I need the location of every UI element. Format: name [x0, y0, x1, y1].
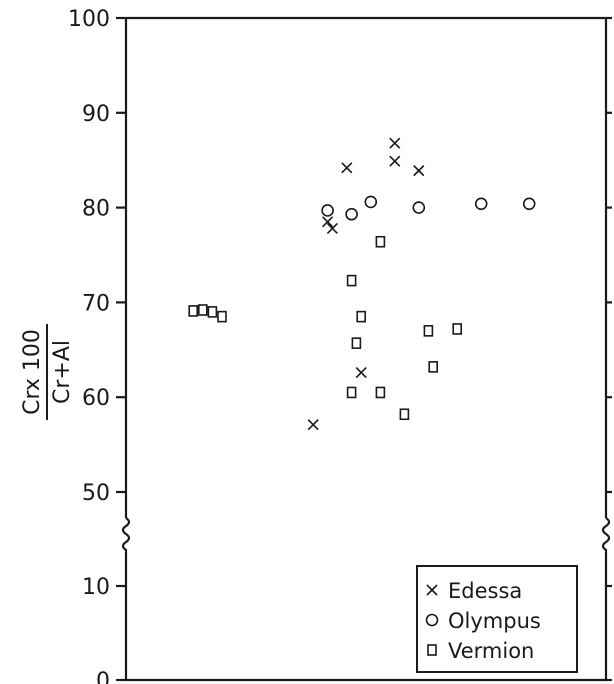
legend-items: Edessa Olympus Vermion [425, 579, 541, 663]
y-tick-label: 10 [82, 575, 110, 600]
y-axis-break-left [121, 517, 131, 552]
data-point-vermion [399, 408, 410, 421]
legend-marker-vermion [427, 644, 437, 656]
y-tick-label: 100 [68, 7, 110, 32]
legend-label-vermion: Vermion [448, 639, 534, 663]
data-point-edessa [307, 419, 319, 431]
y-tick-label: 0 [96, 669, 110, 684]
data-point-vermion [375, 235, 386, 248]
data-point-vermion [356, 310, 367, 323]
data-point-edessa [326, 222, 338, 235]
data-point-vermion [188, 305, 198, 317]
y-axis-label: Crx 100 Cr+Al [20, 324, 75, 420]
data-point-olympus [321, 204, 334, 217]
legend-box [416, 565, 578, 673]
axes [116, 16, 612, 682]
y-tick-label: 90 [82, 102, 110, 127]
data-point-vermion [198, 304, 208, 316]
legend-marker-edessa [426, 584, 438, 596]
legend-label-olympus: Olympus [448, 609, 541, 633]
data-point-vermion [217, 310, 227, 323]
data-point-vermion [428, 361, 439, 373]
data-point-olympus [474, 197, 488, 211]
data-point-vermion [452, 323, 463, 335]
y-axis-label-denominator: Cr+Al [50, 340, 75, 404]
data-points [188, 137, 536, 431]
y-tick-label: 60 [82, 386, 110, 411]
legend-marker-olympus [425, 613, 439, 627]
data-point-edessa [389, 155, 401, 167]
y-tick-labels: 0 10 50 60 70 80 90 100 [68, 7, 110, 684]
data-point-olympus [522, 197, 536, 211]
data-point-olympus [345, 207, 358, 221]
data-point-vermion [346, 274, 357, 287]
data-point-edessa [389, 137, 401, 149]
data-point-vermion [375, 386, 386, 399]
data-point-edessa [322, 216, 334, 228]
y-axis-break-right [601, 517, 611, 552]
data-point-vermion [423, 325, 434, 337]
y-axis-label-numerator: Crx 100 [20, 329, 45, 415]
legend: Edessa Olympus Vermion [416, 565, 578, 673]
legend-label-edessa: Edessa [448, 579, 522, 603]
y-tick-label: 70 [82, 291, 110, 316]
data-point-vermion [351, 337, 362, 349]
y-tick-label: 50 [82, 481, 110, 506]
data-point-olympus [412, 201, 426, 214]
data-point-edessa [413, 165, 425, 177]
data-point-vermion [207, 306, 218, 318]
y-tick-label: 80 [82, 197, 110, 222]
data-point-olympus [364, 195, 378, 209]
data-point-vermion [346, 386, 357, 399]
data-point-edessa [355, 366, 367, 379]
data-point-edessa [341, 162, 353, 174]
